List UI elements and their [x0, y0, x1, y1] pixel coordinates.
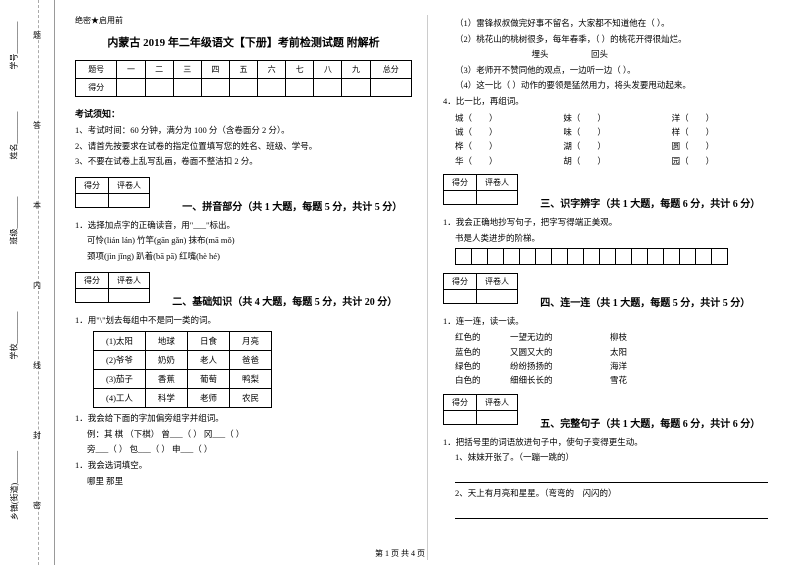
- th: 六: [258, 61, 286, 79]
- section3-heading: 三、识字辨字（共 1 大题，每题 6 分，共计 6 分）: [540, 195, 760, 210]
- pair-row: 诚（ ）味（ ）样（ ）: [443, 125, 780, 139]
- page-footer: 第 1 页 共 4 页: [0, 548, 800, 559]
- fold-mark: 封: [33, 430, 41, 441]
- words: 哪里 那里: [75, 475, 412, 489]
- score-box: 得分评卷人: [443, 394, 518, 425]
- pinyin-line: 可怜(lián lán) 竹竿(gān gǎn) 抹布(mā mǒ): [75, 234, 412, 248]
- fold-mark: 答: [33, 120, 41, 131]
- fold-mark: 题: [33, 30, 41, 41]
- score-box: 得分评卷人: [443, 174, 518, 205]
- column-divider: [427, 15, 428, 560]
- th: 二: [145, 61, 173, 79]
- pair-row: 城（ ）妹（ ）洋（ ）: [443, 111, 780, 125]
- margin-label-town: 乡镇(街道)________: [9, 451, 20, 520]
- fold-mark: 本: [33, 200, 41, 211]
- th: 八: [314, 61, 342, 79]
- question: 1．我会选词填空。: [75, 459, 412, 473]
- fold-mark: 线: [33, 360, 41, 371]
- question: 1．把括号里的词语放进句子中，使句子变得更生动。: [443, 436, 780, 450]
- example: 旁___（ ） 包___（ ） 申___（ ）: [75, 443, 412, 457]
- notice-item: 1、考试时间：60 分钟，满分为 100 分（含卷面分 2 分）。: [75, 124, 412, 138]
- line: （2）桃花山的桃树很多，每年春季，（ ）的桃花开得很灿烂。: [443, 33, 780, 47]
- line: （1）雷锋叔叔做完好事不留名，大家都不知道他在（ ）。: [443, 17, 780, 31]
- sentence: 2、天上有月亮和星星。（弯弯的 闪闪的）: [443, 487, 780, 501]
- match-row: 蓝色的又圆又大的太阳: [443, 345, 780, 359]
- score-table: 题号 一 二 三 四 五 六 七 八 九 总分 得分: [75, 60, 412, 97]
- margin-label-id: 学号________: [9, 22, 20, 70]
- row-label: 得分: [76, 79, 117, 97]
- th: 四: [201, 61, 229, 79]
- line: （4）这一比（ ）动作的要领是猛然用力，将头发要甩动起来。: [443, 79, 780, 93]
- section4-heading: 四、连一连（共 1 大题，每题 5 分，共计 5 分）: [540, 294, 750, 309]
- word-table: (1)太阳地球日食月亮 (2)爷爷奶奶老人爸爸 (3)茄子香蕉葡萄鸭梨 (4)工…: [93, 331, 272, 408]
- th: 七: [286, 61, 314, 79]
- margin-label-school: 学校________: [9, 312, 20, 360]
- th: 五: [229, 61, 257, 79]
- fold-mark: 密: [33, 500, 41, 511]
- line: （3）老师开不赞同他的观点，一边听一边（ ）。: [443, 64, 780, 78]
- question: 1．我会正确地抄写句子，把字写得端正美观。: [443, 216, 780, 230]
- match-row: 白色的细细长长的雪花: [443, 373, 780, 387]
- writing-grid[interactable]: [443, 248, 780, 265]
- question: 4．比一比，再组词。: [443, 95, 780, 109]
- pinyin-line: 颈项(jìn jǐng) 趴着(bā pā) 红嘴(hè hé): [75, 250, 412, 264]
- line: 埋头 回头: [443, 48, 780, 62]
- margin-label-name: 姓名________: [9, 112, 20, 160]
- score-box: 得分评卷人: [75, 177, 150, 208]
- fold-mark: 内: [33, 280, 41, 291]
- question: 1．用"\"划去每组中不是同一类的词。: [75, 314, 412, 328]
- th: 题号: [76, 61, 117, 79]
- notice-item: 2、请首先按要求在试卷的指定位置填写您的姓名、班级、学号。: [75, 140, 412, 154]
- score-box: 得分评卷人: [443, 273, 518, 304]
- th: 九: [342, 61, 370, 79]
- pair-row: 华（ ）胡（ ）园（ ）: [443, 154, 780, 168]
- notice-heading: 考试须知：: [75, 107, 412, 120]
- right-column: （1）雷锋叔叔做完好事不留名，大家都不知道他在（ ）。 （2）桃花山的桃树很多，…: [433, 15, 790, 560]
- sentence: 书是人类进步的阶梯。: [443, 232, 780, 246]
- secret-label: 绝密★启用前: [75, 15, 412, 26]
- sentence: 1、妹妹开张了。（一蹦一跳的）: [443, 451, 780, 465]
- section2-heading: 二、基础知识（共 4 大题，每题 5 分，共计 20 分）: [172, 293, 397, 308]
- match-row: 红色的一望无边的柳枝: [443, 330, 780, 344]
- binding-margin: 学号________ 姓名________ 班级________ 学校_____…: [0, 0, 55, 565]
- question: 1．选择加点字的正确读音，用"___"标出。: [75, 219, 412, 233]
- question: 1．我会给下面的字加偏旁组字并组词。: [75, 412, 412, 426]
- question: 1．连一连，读一读。: [443, 315, 780, 329]
- margin-label-class: 班级________: [9, 197, 20, 245]
- exam-title: 内蒙古 2019 年二年级语文【下册】考前检测试题 附解析: [75, 34, 412, 50]
- example: 例：其 棋 （下棋） 曾___（ ） 冈___（ ）: [75, 428, 412, 442]
- score-box: 得分评卷人: [75, 272, 150, 303]
- answer-line[interactable]: [455, 469, 768, 483]
- match-row: 绿色的纷纷扬扬的海洋: [443, 359, 780, 373]
- th: 一: [117, 61, 145, 79]
- notice-item: 3、不要在试卷上乱写乱画，卷面不整洁扣 2 分。: [75, 155, 412, 169]
- th: 三: [173, 61, 201, 79]
- answer-line[interactable]: [455, 505, 768, 519]
- section5-heading: 五、完整句子（共 1 大题，每题 6 分，共计 6 分）: [540, 415, 760, 430]
- th: 总分: [370, 61, 412, 79]
- left-column: 绝密★启用前 内蒙古 2019 年二年级语文【下册】考前检测试题 附解析 题号 …: [65, 15, 422, 560]
- pair-row: 桦（ ）湖（ ）圆（ ）: [443, 139, 780, 153]
- section1-heading: 一、拼音部分（共 1 大题，每题 5 分，共计 5 分）: [182, 198, 402, 213]
